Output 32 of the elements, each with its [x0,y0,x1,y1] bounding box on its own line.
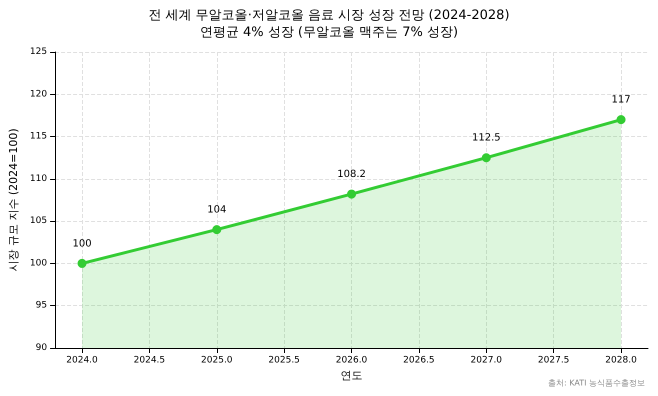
data-label: 112.5 [472,132,501,144]
x-tick-label: 2024.0 [66,356,98,366]
x-tick-label: 2027.0 [470,356,502,366]
x-tick-label: 2028.0 [605,356,638,366]
chart-title: 전 세계 무알코올·저알코올 음료 시장 성장 전망 (2024-2028) [148,8,510,23]
y-tick-label: 125 [30,47,48,57]
data-label: 108.2 [337,169,366,180]
data-label: 100 [72,238,92,250]
x-tick-label: 2024.5 [134,356,166,366]
y-tick-label: 110 [30,174,48,184]
data-label: 117 [612,94,631,106]
x-axis-title: 연도 [340,369,363,382]
source-note: 출처: KATI 농식품수출정보 [548,378,645,388]
y-tick-label: 95 [36,300,48,311]
point [78,258,87,268]
y-axis-title: 시장 규모 지수 (2024=100) [7,128,20,272]
y-tick-label: 100 [30,258,48,268]
point [482,153,491,162]
y-tick-label: 120 [30,89,48,100]
point [616,115,626,124]
y-tick-label: 115 [30,132,48,142]
data-label: 104 [207,204,226,216]
point [212,225,222,234]
x-tick-label: 2025.5 [268,356,300,366]
point [347,190,356,199]
x-tick-label: 2025.0 [201,356,233,366]
chart-subtitle: 연평균 4% 성장 (무알코올 맥주는 7% 성장) [200,25,458,40]
y-tick-label: 105 [30,216,48,226]
x-tick-label: 2027.5 [538,356,570,366]
y-tick-label: 90 [36,343,48,353]
x-tick-label: 2026.0 [336,356,368,366]
x-tick-label: 2026.5 [403,356,435,366]
